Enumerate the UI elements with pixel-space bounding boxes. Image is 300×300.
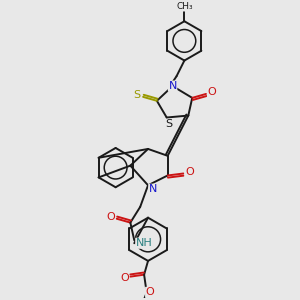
Text: S: S bbox=[165, 119, 172, 129]
Text: NH: NH bbox=[136, 238, 152, 248]
Text: O: O bbox=[106, 212, 115, 222]
Text: O: O bbox=[208, 87, 216, 97]
Text: O: O bbox=[120, 273, 129, 283]
Text: N: N bbox=[168, 81, 177, 91]
Text: S: S bbox=[134, 90, 141, 100]
Text: N: N bbox=[149, 184, 157, 194]
Text: CH₃: CH₃ bbox=[176, 2, 193, 11]
Text: O: O bbox=[185, 167, 194, 176]
Text: O: O bbox=[146, 287, 154, 297]
